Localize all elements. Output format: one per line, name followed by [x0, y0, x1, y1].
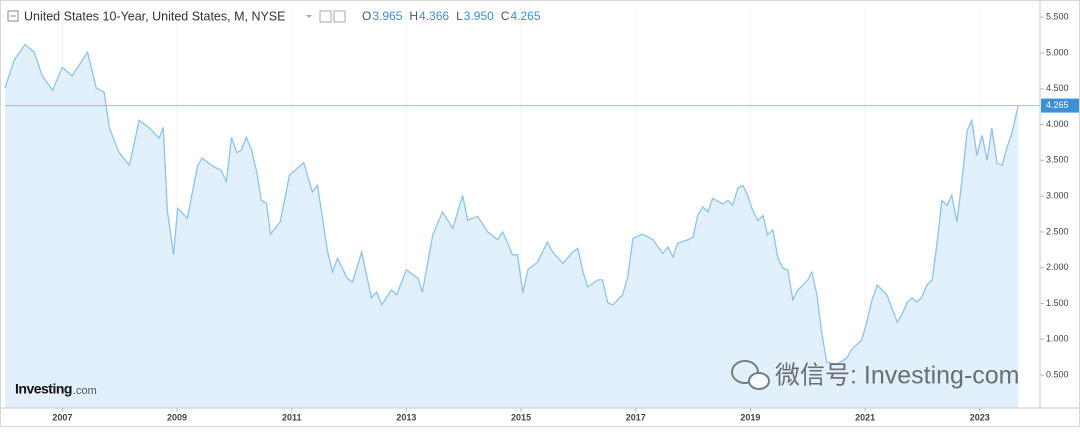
- x-tick-label: 2015: [511, 412, 531, 422]
- line: [4, 43, 1019, 365]
- area-fill: [5, 44, 1019, 409]
- y-tick-label: 2.000: [1046, 262, 1069, 272]
- x-tick-label: 2011: [282, 412, 302, 422]
- ohlc-value: 3.965: [372, 9, 402, 23]
- y-tick-label: 2.500: [1046, 226, 1069, 236]
- x-tick-label: 2021: [855, 412, 875, 422]
- x-tick-label: 2009: [167, 412, 187, 422]
- y-tick-label: 3.500: [1046, 155, 1069, 165]
- ohlc-value: 4.366: [419, 9, 449, 23]
- x-tick-label: 2013: [396, 412, 416, 422]
- ohlc-key: H: [409, 9, 418, 23]
- x-tick-label: 2023: [970, 412, 990, 422]
- dropdown-icon[interactable]: [306, 15, 312, 18]
- ohlc: O 3.965 H 4.366 L 3.950 C 4.265: [362, 9, 541, 23]
- chart-title: United States 10-Year, United States, M,…: [24, 9, 285, 23]
- y-tick-label: 0.500: [1046, 369, 1069, 379]
- logo-main: Investing: [15, 381, 72, 397]
- y-tick-label: 5.500: [1046, 12, 1069, 22]
- x-tick-label: 2017: [626, 412, 646, 422]
- ohlc-value: 4.265: [510, 9, 540, 23]
- ohlc-key: O: [362, 9, 371, 23]
- ohlc-key: C: [501, 9, 510, 23]
- settings-button[interactable]: [319, 10, 332, 23]
- x-tick-label: 2007: [52, 412, 72, 422]
- y-tick-label: 1.000: [1046, 334, 1069, 344]
- y-tick-label: 1.500: [1046, 298, 1069, 308]
- current-price-label: 4.265: [1046, 100, 1069, 110]
- ohlc-value: 3.950: [464, 9, 494, 23]
- logo: Investing .com: [15, 381, 97, 397]
- hide-button[interactable]: [333, 10, 346, 23]
- y-tick-label: 4.500: [1046, 83, 1069, 93]
- wechat-icon: [748, 372, 770, 390]
- wechat-icon: [731, 360, 759, 384]
- ohlc-key: L: [456, 9, 463, 23]
- logo-suffix: .com: [73, 385, 97, 397]
- y-tick-label: 5.000: [1046, 47, 1069, 57]
- watermark-text: 微信号: Investing-com: [775, 362, 1020, 390]
- y-tick-label: 3.000: [1046, 190, 1069, 200]
- current-price-box: [1041, 98, 1079, 113]
- x-tick-label: 2019: [740, 412, 760, 422]
- plot-area: [4, 5, 1040, 409]
- y-tick-label: 4.000: [1046, 119, 1069, 129]
- watermark: 微信号: Investing-com: [731, 360, 1020, 390]
